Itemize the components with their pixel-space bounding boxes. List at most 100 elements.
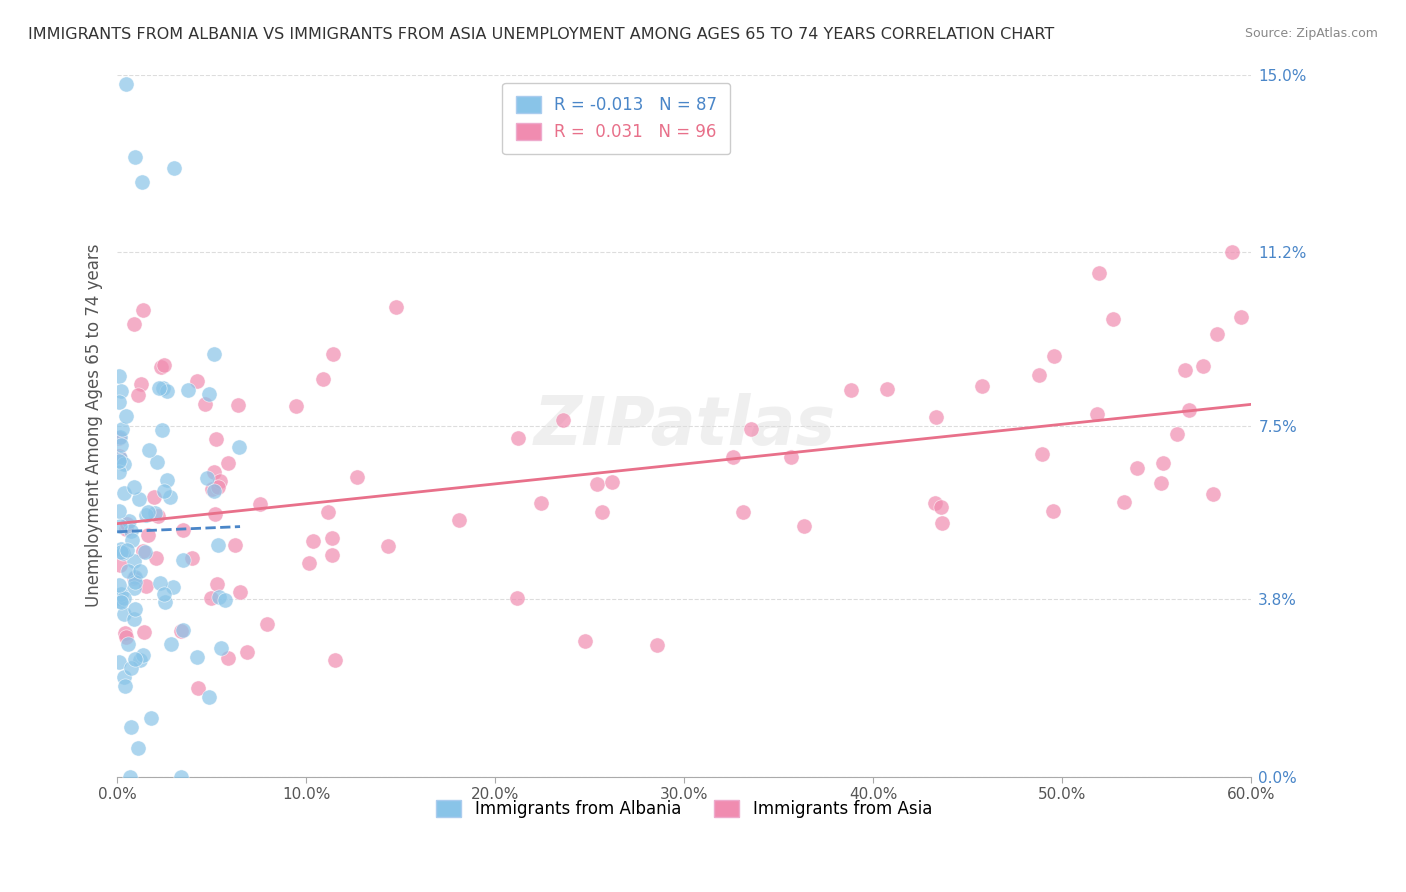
Point xyxy=(346,470,368,484)
Point xyxy=(110,587,132,601)
Point xyxy=(112,485,135,500)
Point xyxy=(506,430,529,444)
Point xyxy=(186,650,208,665)
Point xyxy=(153,587,176,601)
Point xyxy=(150,423,173,437)
Point xyxy=(931,516,953,530)
Point xyxy=(117,517,139,532)
Y-axis label: Unemployment Among Ages 65 to 74 years: Unemployment Among Ages 65 to 74 years xyxy=(86,244,103,607)
Point xyxy=(186,374,208,388)
Point xyxy=(385,300,408,314)
Point xyxy=(194,397,217,411)
Point xyxy=(1085,407,1108,421)
Point xyxy=(114,679,136,693)
Point xyxy=(1028,368,1050,383)
Point xyxy=(122,571,145,585)
Point xyxy=(124,150,146,164)
Point xyxy=(256,616,278,631)
Point xyxy=(301,534,323,549)
Point xyxy=(209,641,232,656)
Point xyxy=(1102,311,1125,326)
Point xyxy=(138,442,160,457)
Point xyxy=(876,382,898,396)
Point xyxy=(1112,495,1135,509)
Point xyxy=(127,740,149,755)
Point xyxy=(217,651,239,665)
Point xyxy=(114,625,136,640)
Point xyxy=(120,720,142,734)
Point xyxy=(177,384,200,398)
Point xyxy=(321,531,343,545)
Point xyxy=(152,483,174,498)
Point xyxy=(204,507,226,521)
Point xyxy=(108,591,131,605)
Point xyxy=(108,594,131,608)
Point xyxy=(228,440,250,454)
Point xyxy=(120,524,142,538)
Point xyxy=(108,454,131,468)
Point xyxy=(162,580,184,594)
Text: IMMIGRANTS FROM ALBANIA VS IMMIGRANTS FROM ASIA UNEMPLOYMENT AMONG AGES 65 TO 74: IMMIGRANTS FROM ALBANIA VS IMMIGRANTS FR… xyxy=(28,27,1054,42)
Point xyxy=(110,451,132,466)
Point xyxy=(1166,427,1188,442)
Point xyxy=(1230,310,1253,325)
Point xyxy=(124,574,146,589)
Point xyxy=(321,548,343,562)
Point xyxy=(112,591,135,605)
Point xyxy=(323,653,346,667)
Point xyxy=(124,652,146,666)
Point xyxy=(115,522,138,536)
Point xyxy=(143,506,166,520)
Point xyxy=(108,578,131,592)
Point xyxy=(201,482,224,496)
Point xyxy=(574,633,596,648)
Point xyxy=(931,500,953,514)
Point xyxy=(110,541,132,556)
Point xyxy=(143,490,166,504)
Point xyxy=(217,456,239,470)
Point xyxy=(1126,461,1149,475)
Point xyxy=(108,395,131,409)
Point xyxy=(108,369,131,384)
Point xyxy=(117,543,139,558)
Point xyxy=(111,546,134,560)
Point xyxy=(236,645,259,659)
Point xyxy=(128,491,150,506)
Point xyxy=(120,661,142,675)
Point xyxy=(1031,447,1053,461)
Text: ZIPatlas: ZIPatlas xyxy=(533,392,835,458)
Point xyxy=(645,638,668,652)
Point xyxy=(202,466,225,480)
Point xyxy=(115,630,138,644)
Point xyxy=(600,475,623,490)
Point xyxy=(128,564,150,578)
Point xyxy=(285,399,308,413)
Point xyxy=(377,540,399,554)
Point xyxy=(138,505,160,519)
Point xyxy=(205,432,228,446)
Point xyxy=(159,637,181,651)
Point xyxy=(551,413,574,427)
Point xyxy=(249,497,271,511)
Point xyxy=(447,513,470,527)
Point xyxy=(135,508,157,523)
Point xyxy=(1042,504,1064,518)
Point xyxy=(207,538,229,552)
Point xyxy=(202,347,225,361)
Point xyxy=(155,595,177,609)
Point xyxy=(108,449,131,463)
Point xyxy=(793,519,815,533)
Point xyxy=(135,578,157,592)
Point xyxy=(839,383,862,397)
Legend: Immigrants from Albania, Immigrants from Asia: Immigrants from Albania, Immigrants from… xyxy=(430,793,939,825)
Point xyxy=(122,317,145,331)
Point xyxy=(170,770,193,784)
Point xyxy=(172,523,194,537)
Point xyxy=(108,466,131,480)
Point xyxy=(132,303,155,318)
Point xyxy=(181,550,204,565)
Point xyxy=(118,514,141,528)
Point xyxy=(298,556,321,570)
Point xyxy=(205,576,228,591)
Point xyxy=(138,527,160,541)
